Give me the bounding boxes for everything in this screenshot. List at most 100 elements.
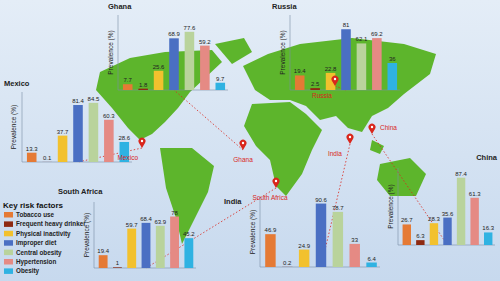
chart-title: Ghana: [108, 2, 132, 11]
bar: [156, 226, 165, 268]
bar: [42, 161, 52, 162]
continent: [215, 38, 252, 64]
data-label: 68.9: [168, 31, 180, 37]
data-label: 60.3: [103, 113, 115, 119]
bar: [299, 250, 309, 267]
bar: [113, 267, 122, 268]
data-label: 25.6: [153, 64, 165, 70]
connector: [174, 90, 243, 150]
bar: [154, 71, 164, 90]
data-label: 63.9: [154, 219, 166, 225]
y-label: Prevalence (%): [249, 210, 257, 254]
data-label: 0.1: [43, 155, 52, 161]
bar: [443, 218, 451, 245]
bar: [457, 178, 465, 245]
bar: [470, 198, 478, 245]
data-label: 77.6: [184, 25, 196, 31]
bar: [349, 244, 359, 267]
bar: [372, 38, 382, 90]
data-label: 0.2: [283, 260, 292, 266]
legend-label: Central obesity: [16, 249, 62, 257]
pin-dot: [371, 126, 373, 128]
map-label: Russia: [312, 92, 332, 99]
data-label: 16.3: [482, 225, 494, 231]
bars: [123, 32, 225, 90]
data-label: 87.4: [455, 171, 467, 177]
legend-swatch: [4, 231, 13, 237]
legend-swatch: [4, 259, 13, 265]
bar: [388, 63, 398, 90]
bar: [430, 223, 438, 245]
chart-title: India: [224, 197, 242, 206]
data-label: 26.7: [401, 217, 413, 223]
bar: [170, 217, 179, 268]
country-chart: 7.71.825.668.977.659.29.7Prevalence (%)G…: [107, 2, 228, 90]
bars: [27, 103, 129, 162]
bars: [99, 217, 194, 268]
continent: [160, 148, 214, 244]
legend-swatch: [4, 212, 13, 218]
bar: [138, 89, 148, 90]
bars: [295, 29, 397, 90]
data-label: 78.7: [332, 205, 344, 211]
data-label: 84.5: [88, 96, 100, 102]
data-label: 6.4: [367, 256, 376, 262]
chart-title: Mexico: [4, 79, 30, 88]
bar: [169, 38, 179, 90]
pin: [273, 178, 280, 188]
legend-swatch: [4, 240, 13, 246]
data-label: 1: [116, 260, 120, 266]
country-chart: 46.9 0.2 24.9 90.6 78.7 33 6.4 Prevalence (%) In…: [224, 197, 380, 267]
data-label: 33: [351, 237, 358, 243]
data-label: 19.4: [97, 248, 109, 254]
legend-title: Key risk factors: [3, 201, 64, 210]
continent: [377, 158, 426, 196]
data-label: 22.8: [325, 66, 337, 72]
y-label: Prevalence (%): [10, 105, 18, 149]
data-label: 35.6: [442, 211, 454, 217]
world-map: [96, 38, 436, 244]
bar: [216, 83, 226, 90]
bars: [403, 178, 493, 245]
data-label: 1.8: [139, 82, 148, 88]
pin: [332, 76, 339, 86]
data-label: 2.5: [311, 81, 320, 87]
data-label: 37.7: [57, 129, 69, 135]
country-chart: 19.4159.768.463.97845.2Prevalence (%)Sou…: [58, 187, 196, 268]
map-label: India: [328, 150, 342, 157]
bar: [341, 29, 351, 90]
legend: Key risk factorsTobacco useFrequent heav…: [3, 201, 86, 275]
data-label: 46.9: [265, 227, 277, 233]
data-label: 68.4: [140, 216, 152, 222]
data-label: 19.4: [294, 68, 306, 74]
bar: [104, 120, 114, 162]
y-axis: [22, 92, 23, 162]
bar: [316, 204, 326, 267]
data-label: 81.4: [72, 98, 84, 104]
data-label: 24.9: [298, 243, 310, 249]
legend-label: Improper diet: [16, 239, 57, 247]
pin: [240, 140, 247, 150]
bar: [484, 232, 492, 245]
continent: [370, 140, 384, 154]
bar: [185, 32, 195, 90]
legend-swatch: [4, 268, 13, 274]
data-label: 90.6: [315, 197, 327, 203]
data-label: 59.2: [199, 39, 211, 45]
bar: [58, 136, 68, 162]
continent: [244, 102, 322, 196]
legend-label: Obesity: [16, 267, 40, 275]
bar: [295, 75, 305, 90]
data-label: 28.3: [428, 216, 440, 222]
y-axis: [118, 15, 119, 90]
legend-swatch: [4, 221, 13, 227]
data-label: 36: [389, 56, 396, 62]
data-label: 28.6: [118, 135, 130, 141]
pin-dot: [334, 78, 336, 80]
country-chart: 13.30.137.781.484.560.328.6Prevalence (%…: [4, 79, 132, 162]
map-label: Mexico: [117, 154, 138, 161]
legend-label: Frequent heavy drinker: [16, 220, 86, 228]
chart-title: South Africa: [58, 187, 103, 196]
bars: [265, 204, 377, 267]
y-axis: [290, 15, 291, 90]
